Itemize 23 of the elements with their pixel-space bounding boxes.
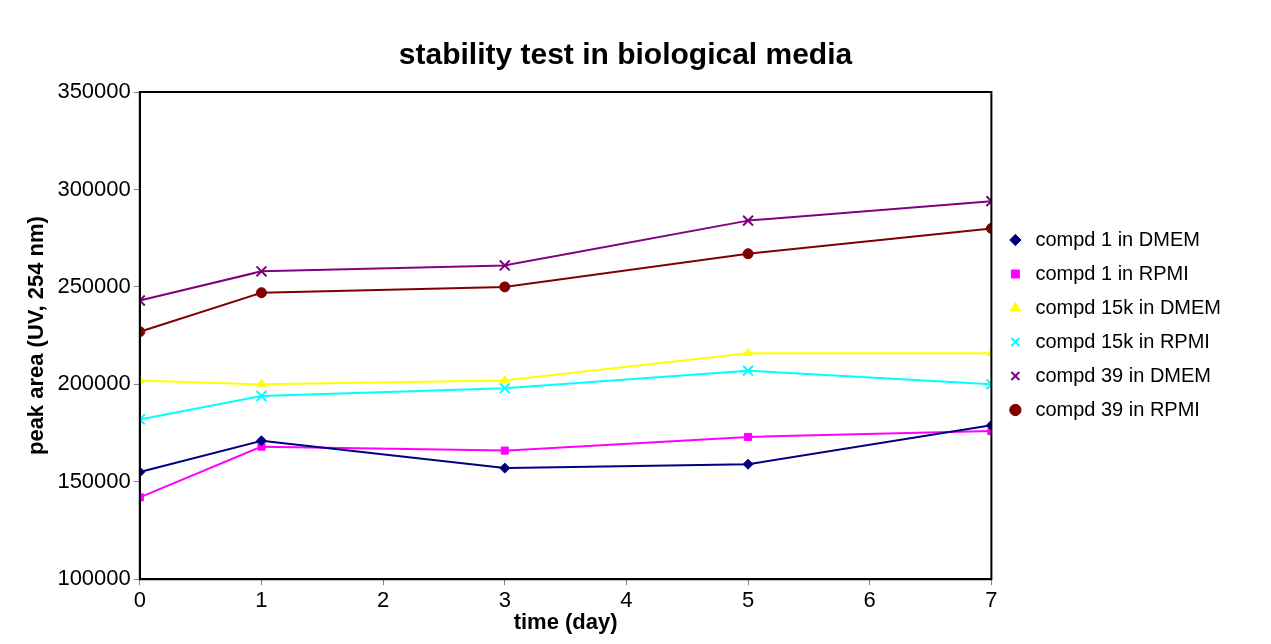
legend-label: compd 39 in RPMI	[1035, 397, 1200, 420]
chart-title: stability test in biological media	[398, 37, 853, 71]
legend-label: compd 15k in RPMI	[1035, 329, 1210, 352]
x-tick-label: 3	[498, 587, 511, 613]
legend-label: compd 39 in DMEM	[1035, 363, 1212, 386]
y-tick-label: 250000	[57, 272, 131, 298]
y-tick-label: 300000	[57, 175, 131, 201]
x-tick-label: 7	[985, 587, 998, 613]
x-axis-title: time (day)	[513, 608, 618, 634]
y-tick-label: 350000	[57, 78, 131, 104]
x-tick-label: 6	[863, 587, 876, 613]
legend-label: compd 15k in DMEM	[1035, 295, 1222, 318]
x-tick-label: 5	[741, 587, 755, 613]
x-tick-label: 1	[255, 587, 268, 613]
x-tick-label: 0	[133, 587, 146, 613]
x-tick-label: 2	[376, 587, 390, 613]
y-tick-label: 100000	[57, 565, 131, 591]
legend-label: compd 1 in DMEM	[1035, 227, 1200, 250]
y-axis-title: peak area (UV, 254 nm)	[23, 216, 49, 456]
y-tick-label: 150000	[57, 467, 131, 493]
y-tick-label: 200000	[57, 370, 131, 396]
x-tick-label: 4	[620, 587, 633, 613]
legend-label: compd 1 in RPMI	[1035, 261, 1189, 284]
